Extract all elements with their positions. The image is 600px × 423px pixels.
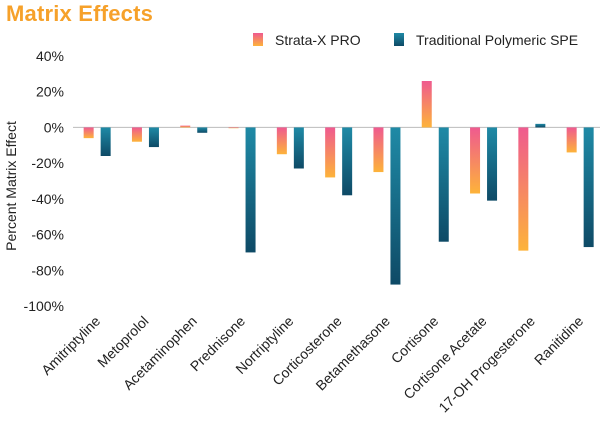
legend-label-traditional-polymeric-spe: Traditional Polymeric SPE [416,32,578,48]
y-tick-label: 40% [36,48,64,64]
bar-strata-x-pro-cortisone [421,81,432,128]
bar-traditional-polymeric-spe-amitriptyline [100,127,111,156]
x-category-label-ranitidine: Ranitidine [531,313,586,368]
x-category-label-amitriptyline: Amitriptyline [38,313,103,378]
legend-swatch-traditional-polymeric-spe [394,33,404,46]
y-tick-label: -20% [31,155,64,171]
bar-traditional-polymeric-spe-betamethasone [390,127,401,285]
chart-title: Matrix Effects [6,1,154,26]
y-tick-label: 0% [44,119,64,135]
bar-traditional-polymeric-spe-acetaminophen [197,127,208,133]
y-axis-label: Percent Matrix Effect [3,121,19,251]
bar-strata-x-pro-corticosterone [325,127,336,178]
bar-traditional-polymeric-spe-prednisone [245,127,256,253]
bar-strata-x-pro-nortriptyline [276,127,287,155]
bar-strata-x-pro-ranitidine [566,127,577,153]
y-tick-label: -80% [31,262,64,278]
y-tick-label: 20% [36,84,64,100]
bar-strata-x-pro-metoprolol [131,127,142,142]
x-axis-categories: AmitriptylineMetoprololAcetaminophenPred… [38,313,586,416]
bar-traditional-polymeric-spe-nortriptyline [293,127,304,169]
y-tick-label: -60% [31,227,64,243]
bar-traditional-polymeric-spe-metoprolol [148,127,159,148]
bar-strata-x-pro-prednisone [228,127,239,129]
y-tick-label: -100% [24,298,64,314]
bar-strata-x-pro-betamethasone [373,127,384,173]
legend-label-strata-x-pro: Strata-X PRO [275,32,361,48]
bar-traditional-polymeric-spe-17-oh-progesterone [535,123,546,128]
bar-strata-x-pro-amitriptyline [83,127,94,139]
bar-traditional-polymeric-spe-cortisone [438,127,449,242]
legend: Strata-X PRO Traditional Polymeric SPE [253,32,578,48]
bar-strata-x-pro-cortisone-acetate [470,127,481,194]
bar-traditional-polymeric-spe-cortisone-acetate [487,127,498,201]
x-category-label-17-oh-progesterone: 17-OH Progesterone [435,313,538,416]
bar-traditional-polymeric-spe-ranitidine [583,127,594,248]
y-tick-label: -40% [31,191,64,207]
bar-traditional-polymeric-spe-corticosterone [342,127,353,196]
bar-strata-x-pro-17-oh-progesterone [518,127,529,251]
bar-strata-x-pro-acetaminophen [180,125,191,128]
x-category-label-cortisone-acetate: Cortisone Acetate [400,313,490,403]
y-axis-ticks: 40% 20% 0% -20% -40% -60% -80% -100% [24,48,64,314]
bars [83,81,594,285]
legend-swatch-strata-x-pro [253,33,263,46]
